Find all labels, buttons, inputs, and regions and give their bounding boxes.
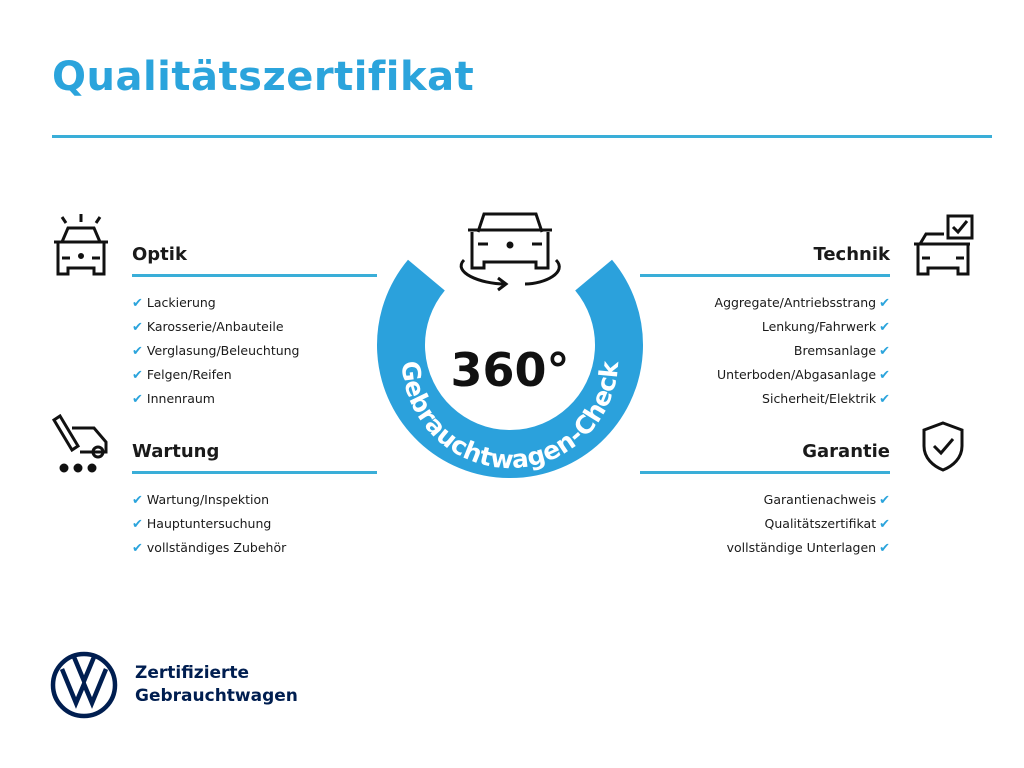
check-icon: ✔ xyxy=(132,493,143,508)
checklist-item: vollständige Unterlagen ✔ xyxy=(640,536,890,560)
checklist-item: ✔ Verglasung/Beleuchtung xyxy=(132,339,377,363)
checklist-item-label: vollständige Unterlagen xyxy=(726,540,877,555)
page-title: Qualitätszertifikat xyxy=(52,54,475,100)
check-icon: ✔ xyxy=(879,296,890,311)
checklist-item: ✔ Karosserie/Anbauteile xyxy=(132,315,377,339)
brand-line-2: Gebrauchtwagen xyxy=(135,686,298,706)
checklist-item: Qualitätszertifikat ✔ xyxy=(640,512,890,536)
check-icon: ✔ xyxy=(132,517,143,532)
brand-line-1: Zertifizierte xyxy=(135,663,250,683)
checklist-item-label: Felgen/Reifen xyxy=(146,367,232,382)
shield-check-icon xyxy=(922,421,964,472)
checklist-item: Sicherheit/Elektrik ✔ xyxy=(640,387,890,411)
checklist-item: Aggregate/Antriebsstrang ✔ xyxy=(640,291,890,315)
section-divider xyxy=(132,274,377,277)
section-heading: Wartung xyxy=(132,441,220,462)
gebrauchtwagen-check-badge: Gebrauchtwagen-Check 360° xyxy=(377,212,643,478)
section-heading: Technik xyxy=(813,244,890,265)
checklist-item: ✔ Hauptuntersuchung xyxy=(132,512,377,536)
brand-text: Zertifizierte Gebrauchtwagen xyxy=(135,662,298,708)
check-icon: ✔ xyxy=(132,344,143,359)
check-icon: ✔ xyxy=(132,368,143,383)
car-checkbox-icon xyxy=(914,214,974,276)
check-icon: ✔ xyxy=(132,541,143,556)
car-rotate-icon xyxy=(459,212,561,292)
checklist-item-label: Innenraum xyxy=(146,391,215,406)
check-icon: ✔ xyxy=(132,296,143,311)
checklist-item: ✔ Wartung/Inspektion xyxy=(132,488,377,512)
checklist-item-label: Bremsanlage xyxy=(793,343,877,358)
car-wrench-icon xyxy=(51,414,108,473)
checklist-item: Garantienachweis ✔ xyxy=(640,488,890,512)
checklist-item: ✔ Lackierung xyxy=(132,291,377,315)
check-icon: ✔ xyxy=(879,344,890,359)
checklist-item: Bremsanlage ✔ xyxy=(640,339,890,363)
check-icon: ✔ xyxy=(879,493,890,508)
checklist-item-label: Lackierung xyxy=(146,295,216,310)
checklist-item-label: Sicherheit/Elektrik xyxy=(762,391,877,406)
check-icon: ✔ xyxy=(132,320,143,335)
check-icon: ✔ xyxy=(879,368,890,383)
title-divider xyxy=(52,135,992,138)
checklist-item: Unterboden/Abgasanlage ✔ xyxy=(640,363,890,387)
360-label: 360° xyxy=(450,343,569,397)
section-garantie: Garantie Garantienachweis ✔ Qualitätszerti… xyxy=(640,439,890,560)
checklist-item-label: Verglasung/Beleuchtung xyxy=(146,343,300,358)
checklist-item-label: Aggregate/Antriebsstrang xyxy=(714,295,877,310)
section-technik: Technik Aggregate/Antriebsstrang ✔ Lenkung… xyxy=(640,242,890,411)
section-wartung: Wartung ✔ Wartung/Inspektion ✔ Hauptuntersu… xyxy=(132,439,377,560)
check-icon: ✔ xyxy=(132,392,143,407)
check-icon: ✔ xyxy=(879,517,890,532)
check-icon: ✔ xyxy=(879,320,890,335)
check-icon: ✔ xyxy=(879,541,890,556)
section-heading: Garantie xyxy=(802,441,890,462)
checklist-item-label: Karosserie/Anbauteile xyxy=(146,319,284,334)
checklist-item: ✔ vollständiges Zubehör xyxy=(132,536,377,560)
checklist-item-label: vollständiges Zubehör xyxy=(146,540,287,555)
checklist-item: ✔ Felgen/Reifen xyxy=(132,363,377,387)
section-divider xyxy=(640,274,890,277)
checklist-item-label: Hauptuntersuchung xyxy=(146,516,272,531)
checklist-item: Lenkung/Fahrwerk ✔ xyxy=(640,315,890,339)
checklist-item-label: Wartung/Inspektion xyxy=(146,492,270,507)
vw-logo xyxy=(50,651,118,719)
car-shine-icon xyxy=(54,214,108,276)
section-heading: Optik xyxy=(132,244,187,265)
section-optik: Optik ✔ Lackierung ✔ Karosserie/Anbauteile ✔… xyxy=(132,242,377,411)
section-divider xyxy=(132,471,377,474)
checklist-item-label: Unterboden/Abgasanlage xyxy=(717,367,877,382)
checklist-item-label: Garantienachweis xyxy=(763,492,877,507)
check-icon: ✔ xyxy=(879,392,890,407)
checklist-item: ✔ Innenraum xyxy=(132,387,377,411)
section-divider xyxy=(640,471,890,474)
checklist-item-label: Lenkung/Fahrwerk xyxy=(761,319,877,334)
check-ring xyxy=(377,259,643,478)
checklist-item-label: Qualitätszertifikat xyxy=(764,516,877,531)
